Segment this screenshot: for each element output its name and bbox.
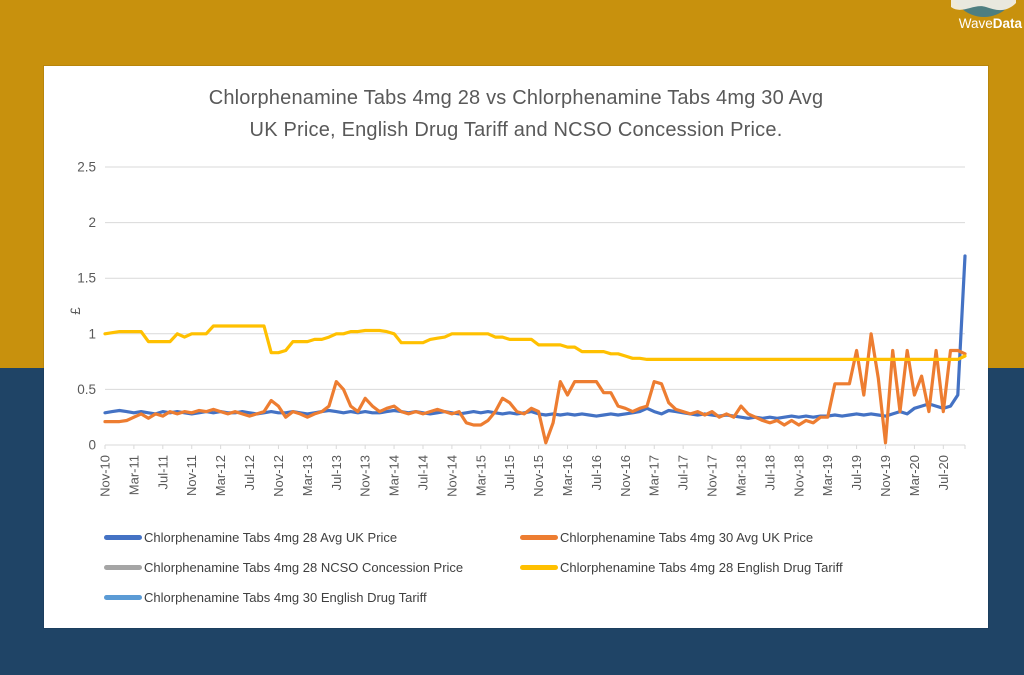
y-tick-label: 2.5 <box>77 160 96 175</box>
legend-swatch <box>520 564 558 570</box>
chart-title: Chlorphenamine Tabs 4mg 28 vs Chlorphena… <box>76 82 956 146</box>
x-tick-label: Jul-19 <box>849 455 864 490</box>
x-tick-label: Nov-12 <box>271 455 286 497</box>
x-tick-label: Mar-15 <box>473 455 488 496</box>
legend-item: Chlorphenamine Tabs 4mg 28 English Drug … <box>520 558 964 576</box>
x-tick-label: Jul-16 <box>589 455 604 490</box>
x-tick-label: Mar-14 <box>387 455 402 496</box>
legend-label: Chlorphenamine Tabs 4mg 30 English Drug … <box>144 589 427 605</box>
x-tick-label: Nov-15 <box>531 455 546 497</box>
legend-label: Chlorphenamine Tabs 4mg 28 Avg UK Price <box>144 529 398 545</box>
x-tick-label: Nov-18 <box>791 455 806 497</box>
x-tick-label: Nov-19 <box>878 455 893 497</box>
chart-card: Chlorphenamine Tabs 4mg 28 vs Chlorphena… <box>44 66 988 628</box>
y-tick-label: 1 <box>88 326 96 341</box>
chart-title-line2: UK Price, English Drug Tariff and NCSO C… <box>249 119 783 141</box>
x-tick-label: Nov-10 <box>98 455 113 497</box>
x-tick-label: Jul-18 <box>762 455 777 490</box>
legend-label: Chlorphenamine Tabs 4mg 28 NCSO Concessi… <box>144 559 464 575</box>
x-tick-label: Mar-17 <box>647 455 662 496</box>
legend-item: Chlorphenamine Tabs 4mg 28 Avg UK Price <box>104 528 520 546</box>
legend-label: Chlorphenamine Tabs 4mg 28 English Drug … <box>560 559 843 575</box>
wavedata-logo-icon <box>951 0 1016 17</box>
x-tick-label: Nov-13 <box>358 455 373 497</box>
legend-item: Chlorphenamine Tabs 4mg 28 NCSO Concessi… <box>104 558 520 576</box>
y-axis-unit-label: £ <box>68 307 83 315</box>
y-tick-label: 1.5 <box>77 271 96 286</box>
x-tick-label: Mar-19 <box>820 455 835 496</box>
x-tick-label: Mar-16 <box>560 455 575 496</box>
x-tick-label: Mar-12 <box>213 455 228 496</box>
chart-svg: 0 0.5 1 1.5 2 2.5 £ Nov-10 Mar-11 Jul-11 Nov-11 Mar… <box>68 160 967 497</box>
legend-item: Chlorphenamine Tabs 4mg 30 Avg UK Price <box>520 528 964 546</box>
legend-item: Chlorphenamine Tabs 4mg 30 English Drug … <box>104 588 520 606</box>
x-tick-label: Nov-17 <box>705 455 720 497</box>
x-tick-label: Jul-20 <box>936 455 951 490</box>
x-tick-label: Mar-18 <box>733 455 748 496</box>
chart-legend: Chlorphenamine Tabs 4mg 28 Avg UK Price C… <box>104 528 964 606</box>
x-tick-label: Nov-11 <box>184 455 199 496</box>
x-tick-label: Jul-13 <box>329 455 344 490</box>
y-tick-label: 2 <box>88 215 96 230</box>
x-tick-label: Mar-13 <box>300 455 315 496</box>
x-tick-label: Nov-16 <box>618 455 633 497</box>
x-tick-label: Jul-14 <box>415 455 430 490</box>
series-line <box>103 332 967 445</box>
y-tick-label: 0 <box>88 438 96 453</box>
x-tick-label: Jul-15 <box>502 455 517 490</box>
y-tick-label: 0.5 <box>77 382 96 397</box>
legend-swatch <box>104 534 142 540</box>
legend-label: Chlorphenamine Tabs 4mg 30 Avg UK Price <box>560 529 814 545</box>
x-tick-label: Mar-20 <box>907 455 922 496</box>
wavedata-logo: WaveData <box>944 0 1024 36</box>
x-tick-label: Jul-12 <box>242 455 257 490</box>
wavedata-logo-text: WaveData <box>958 16 1022 31</box>
x-tick-label: Nov-14 <box>444 455 459 497</box>
legend-swatch <box>520 534 558 540</box>
x-tick-label: Jul-11 <box>155 455 170 489</box>
legend-swatch <box>104 594 142 600</box>
x-tick-label: Mar-11 <box>126 455 141 495</box>
series-line <box>103 254 967 420</box>
chart-title-line1: Chlorphenamine Tabs 4mg 28 vs Chlorphena… <box>208 87 824 109</box>
series-line <box>103 324 967 361</box>
legend-swatch <box>104 564 142 570</box>
x-tick-label: Jul-17 <box>676 455 691 490</box>
